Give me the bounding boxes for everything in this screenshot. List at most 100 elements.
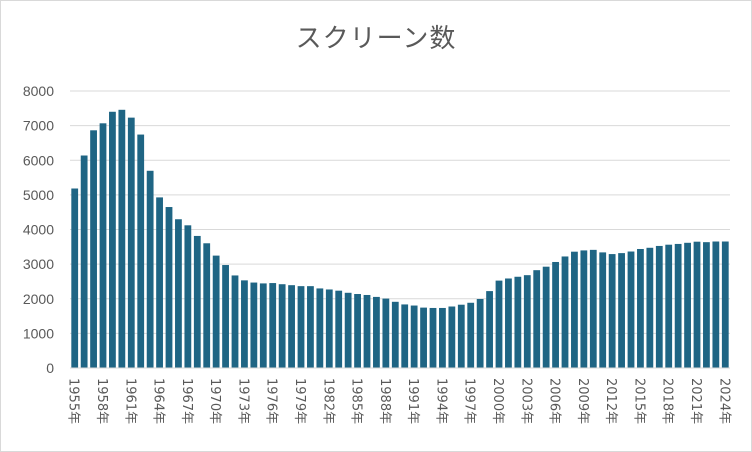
bar-2008年 (571, 251, 578, 368)
bar-1958年 (99, 123, 107, 368)
x-tick-label: 1973年 (235, 378, 250, 424)
bars (71, 109, 729, 369)
bar-2024年 (721, 241, 729, 368)
bar-2014年 (627, 251, 635, 368)
y-tick-label: 8000 (23, 83, 54, 99)
bar-1993年 (429, 307, 437, 368)
bar-1962年 (137, 134, 145, 368)
bar-2017年 (655, 245, 663, 368)
chart-title: スクリーン数 (295, 24, 457, 54)
x-tick-label: 1976年 (264, 378, 279, 424)
bar-2015年 (637, 248, 644, 368)
y-tick-label: 1000 (23, 325, 54, 341)
x-tick-label: 1958年 (94, 378, 109, 424)
y-axis-ticks: 0 1000 2000 3000 4000 5000 6000 7000 8000 (23, 83, 54, 376)
bar-1980年 (307, 286, 314, 368)
bar-2000年 (495, 280, 503, 368)
bar-2013年 (618, 253, 625, 368)
bar-2019年 (674, 243, 682, 368)
bar-1978年 (288, 285, 295, 368)
bar-2012年 (608, 254, 616, 368)
x-tick-label: 1991年 (405, 378, 420, 424)
bar-2010年 (589, 249, 597, 368)
bar-1966年 (175, 219, 182, 368)
bar-1956年 (80, 155, 88, 368)
bar-1991年 (410, 305, 418, 368)
bar-1981年 (316, 288, 324, 368)
bar-1957年 (90, 130, 97, 368)
bar-1955年 (71, 188, 79, 368)
y-tick-label: 3000 (23, 256, 54, 272)
bar-1976年 (269, 283, 277, 368)
bar-1996年 (457, 304, 465, 368)
bar-2020年 (684, 242, 691, 368)
bar-1985年 (354, 294, 361, 368)
bar-1995年 (448, 306, 456, 368)
bar-1974年 (250, 282, 258, 368)
x-tick-label: 1985年 (349, 378, 364, 424)
bar-1967年 (184, 225, 192, 368)
x-tick-label: 2009年 (575, 378, 590, 424)
bar-1997年 (467, 302, 475, 368)
bar-1963年 (146, 170, 154, 368)
bar-1994年 (439, 307, 446, 368)
bar-1990年 (401, 304, 409, 368)
bar-1989年 (391, 301, 399, 368)
bar-1988年 (382, 298, 390, 368)
bar-1961年 (127, 117, 135, 368)
bar-1969年 (203, 243, 211, 368)
bar-2018年 (665, 244, 673, 368)
bar-2016年 (646, 247, 654, 368)
y-tick-label: 4000 (23, 222, 54, 238)
x-tick-label: 2003年 (518, 378, 533, 424)
x-tick-label: 1988年 (377, 378, 392, 424)
bar-1959年 (109, 111, 116, 369)
bar-2001年 (505, 278, 512, 368)
x-tick-label: 1997年 (462, 378, 477, 424)
bar-1977年 (278, 284, 286, 368)
bar-2006年 (552, 261, 559, 368)
bar-1970年 (212, 255, 220, 368)
bar-1983年 (335, 290, 343, 368)
bar-1984年 (344, 292, 352, 368)
bar-1973年 (241, 280, 248, 368)
bar-2021年 (693, 241, 701, 368)
bar-1960年 (118, 109, 126, 369)
bar-2002年 (514, 276, 522, 368)
y-tick-label: 6000 (23, 152, 54, 168)
x-tick-label: 1961年 (122, 378, 137, 424)
x-tick-label: 1994年 (433, 378, 448, 424)
bar-1998年 (476, 298, 484, 368)
bar-1972年 (231, 275, 239, 368)
bar-2005年 (542, 266, 550, 368)
x-tick-label: 2021年 (688, 378, 703, 424)
bar-2004年 (533, 270, 541, 368)
bar-2022年 (703, 242, 710, 368)
x-tick-label: 1964年 (151, 378, 166, 424)
bar-1971年 (222, 265, 229, 368)
x-tick-label: 1967年 (179, 378, 194, 424)
bar-2009年 (580, 250, 588, 368)
y-tick-label: 0 (46, 360, 54, 376)
x-tick-label: 1970年 (207, 378, 222, 424)
x-tick-label: 2015年 (631, 378, 646, 424)
x-tick-label: 2024年 (716, 378, 731, 424)
bar-1986年 (363, 294, 371, 368)
x-tick-label: 2006年 (547, 378, 562, 424)
x-tick-label: 1979年 (292, 378, 307, 424)
bar-2023年 (712, 241, 720, 368)
x-tick-label: 1955年 (66, 378, 81, 424)
x-tick-label: 2000年 (490, 378, 505, 424)
bar-1965年 (165, 207, 173, 368)
x-tick-label: 1982年 (320, 378, 335, 424)
bar-1964年 (156, 197, 163, 368)
bar-1999年 (486, 291, 493, 368)
bar-2003年 (523, 275, 531, 368)
bar-1982年 (325, 289, 333, 368)
x-tick-label: 2012年 (603, 378, 618, 424)
bar-1987年 (373, 296, 380, 368)
bar-1975年 (259, 283, 267, 368)
bar-1979年 (297, 286, 305, 368)
